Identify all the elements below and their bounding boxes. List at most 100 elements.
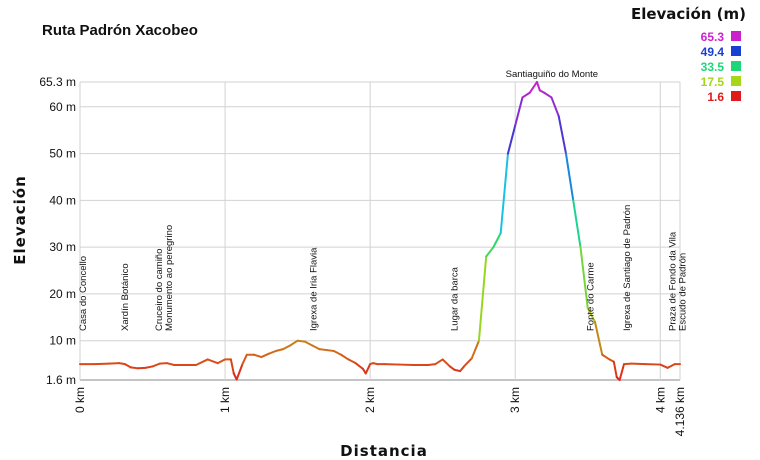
- poi-label: Igrexa de Iria Flavia: [309, 247, 320, 331]
- profile-segment: [260, 352, 270, 359]
- profile-segment: [241, 353, 248, 366]
- points-of-interest: Casa do Concello Xardín Botánico Cruceiro …: [78, 69, 689, 331]
- profile-segment: [129, 366, 140, 370]
- summit-label: Santiaguiño do Monte: [506, 69, 598, 80]
- y-tick-label: 40 m: [49, 193, 76, 207]
- x-tick-label: 4 km: [653, 387, 667, 413]
- profile-segment: [354, 362, 364, 370]
- profile-segment: [229, 358, 235, 375]
- profile-segment: [586, 306, 596, 323]
- profile-segment: [612, 360, 618, 379]
- profile-segment: [274, 348, 285, 352]
- y-tick-label: 10 m: [49, 334, 76, 348]
- profile-segment: [195, 358, 209, 367]
- legend-swatch: [731, 61, 741, 71]
- x-tick-label: 4.136 km: [673, 387, 687, 436]
- poi-label: Fonte do Carme: [586, 262, 597, 331]
- y-tick-label: 50 m: [49, 147, 76, 161]
- profile-segment: [470, 339, 480, 360]
- profile-segment: [427, 363, 437, 367]
- profile-segment: [296, 339, 306, 343]
- profile-segment: [543, 91, 553, 99]
- x-tick-label: 0 km: [73, 387, 87, 413]
- x-tick-label: 3 km: [508, 387, 522, 413]
- profile-segment: [325, 349, 335, 352]
- x-tick-label: 2 km: [363, 387, 377, 413]
- legend-swatch: [731, 46, 741, 56]
- poi-label: Monumento ao peregrino: [164, 225, 175, 331]
- legend-value: 65.3: [701, 30, 725, 44]
- profile-segment: [514, 96, 524, 127]
- x-tick-label: 1 km: [218, 387, 232, 413]
- poi-label: Cruceiro do camiño: [154, 249, 165, 331]
- legend-value: 49.4: [701, 45, 725, 59]
- profile-segment: [144, 365, 154, 369]
- poi-label: Praza de Fondo da Vila: [668, 231, 679, 331]
- y-axis-ticks: 1.6 m 10 m 20 m 30 m 40 m 50 m 60 m 65.3 m: [39, 75, 76, 387]
- profile-segment: [459, 364, 466, 373]
- profile-segment: [216, 358, 227, 365]
- poi-label: Lugar da barca: [449, 266, 460, 331]
- profile-segment: [347, 358, 357, 365]
- profile-segment: [572, 199, 582, 249]
- poi-label: Xardín Botánico: [120, 263, 131, 331]
- profile-segment: [521, 91, 531, 99]
- x-axis-title: Distancia: [340, 442, 428, 460]
- y-tick-label: 1.6 m: [46, 373, 76, 387]
- profile-segment: [550, 96, 560, 118]
- profile-segment: [535, 81, 541, 92]
- profile-segment: [659, 363, 669, 369]
- profile-segment: [557, 115, 567, 155]
- profile-segment: [123, 363, 132, 369]
- profile-segment: [434, 358, 444, 366]
- profile-segment: [601, 353, 611, 361]
- profile-segment: [492, 232, 502, 249]
- poi-label: Casa do Concello: [78, 256, 89, 331]
- y-tick-label: 60 m: [49, 100, 76, 114]
- poi-label: Igrexa de Santiago de Padrón: [622, 205, 633, 331]
- y-tick-label: 65.3 m: [39, 75, 76, 89]
- y-axis-title: Elevación: [11, 175, 29, 264]
- legend-value: 1.6: [707, 90, 724, 104]
- legend-swatch: [731, 76, 741, 86]
- profile-segment: [282, 344, 292, 351]
- elevation-profile: [79, 81, 681, 381]
- profile-segment: [289, 339, 299, 347]
- profile-segment: [332, 349, 343, 356]
- profile-segment: [235, 363, 244, 381]
- profile-segment: [477, 255, 488, 342]
- profile-segment: [666, 363, 676, 369]
- gridlines: [79, 81, 681, 381]
- profile-segment: [579, 246, 589, 309]
- profile-segment: [151, 362, 161, 368]
- legend-swatch: [731, 91, 741, 101]
- profile-segment: [564, 152, 575, 202]
- profile-segment: [528, 81, 538, 94]
- profile-segment: [303, 340, 314, 347]
- profile-segment: [364, 363, 372, 375]
- profile-segment: [499, 152, 509, 235]
- poi-label: Escudo de Padrón: [678, 253, 689, 331]
- chart-title: Ruta Padrón Xacobeo: [42, 22, 198, 39]
- profile-segment: [441, 358, 451, 368]
- legend: 65.349.433.517.51.6: [701, 30, 741, 104]
- y-tick-label: 30 m: [49, 240, 76, 254]
- profile-segment: [311, 344, 321, 351]
- profile-segment: [206, 358, 219, 365]
- legend-value: 33.5: [701, 60, 725, 74]
- profile-segment: [506, 124, 517, 155]
- legend-swatch: [731, 31, 741, 41]
- legend-title: Elevación (m): [631, 5, 746, 23]
- profile-segment: [593, 320, 604, 356]
- x-axis-ticks: 0 km 1 km 2 km 3 km 4 km 4.136 km: [73, 387, 687, 436]
- profile-segment: [485, 246, 495, 258]
- profile-segment: [340, 353, 350, 361]
- profile-segment: [253, 353, 263, 359]
- legend-value: 17.5: [701, 75, 725, 89]
- profile-segment: [166, 362, 176, 367]
- profile-segment: [267, 349, 277, 355]
- profile-segment: [318, 348, 328, 352]
- y-tick-label: 20 m: [49, 287, 76, 301]
- profile-segment: [463, 357, 473, 367]
